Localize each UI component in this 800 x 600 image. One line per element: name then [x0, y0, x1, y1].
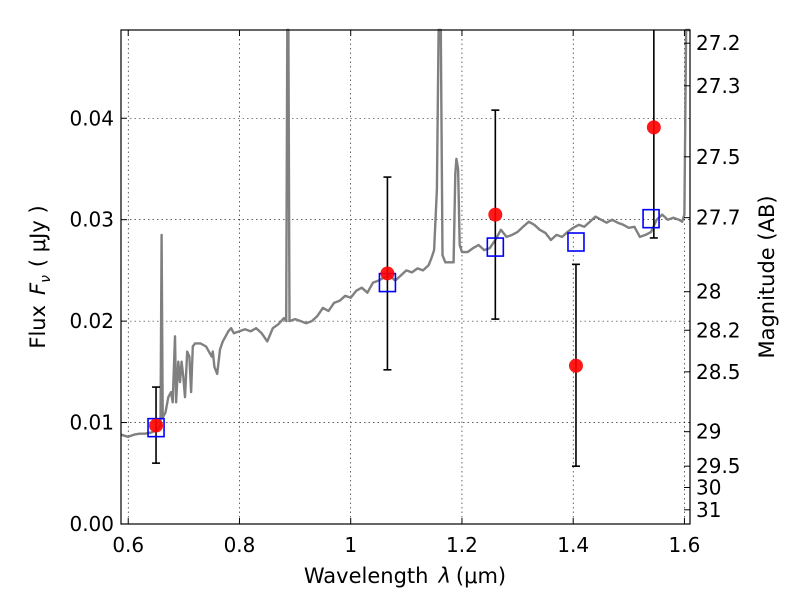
y-tick-label: 0.03 [69, 208, 114, 232]
magnitude-tick-label: 30 [696, 475, 721, 499]
observed-point [646, 120, 661, 135]
magnitude-tick-label: 31 [696, 498, 721, 522]
grid-lines [121, 30, 690, 524]
x-tick-label: 1 [344, 533, 357, 557]
model-photometry-layer [147, 208, 660, 438]
observed-point [149, 418, 164, 433]
model-square [486, 237, 505, 257]
spectrum-line [120, 28, 690, 438]
y-tick-label: 0.01 [69, 411, 114, 435]
x-tick-label: 0.6 [112, 533, 144, 557]
magnitude-tick-label: 27.2 [696, 31, 741, 55]
errorbar-layer [152, 30, 658, 467]
x-tick-label: 1.4 [557, 533, 589, 557]
y-tick-label: 0.00 [69, 512, 114, 536]
y-tick-label: 0.04 [69, 106, 114, 130]
y-axis-ticks: 0.00 0.01 0.02 0.03 0.04 [69, 106, 127, 536]
model-square [642, 208, 660, 229]
magnitude-tick-label: 27.3 [696, 74, 741, 98]
magnitude-axis-title: Magnitude (AB) [755, 195, 779, 358]
magnitude-tick-label: 28 [696, 280, 721, 304]
observed-point [488, 207, 503, 222]
y-tick-label: 0.02 [69, 309, 114, 333]
magnitude-tick-label: 27.5 [696, 145, 741, 169]
magnitude-tick-label: 28.5 [696, 360, 741, 384]
magnitude-tick-label: 28.2 [696, 318, 741, 342]
x-tick-label: 0.8 [224, 533, 256, 557]
magnitude-tick-label: 29 [696, 420, 721, 444]
observed-photometry-layer [149, 120, 661, 433]
x-tick-label: 1.6 [669, 533, 701, 557]
magnitude-tick-label: 29.5 [696, 454, 741, 478]
observed-point [568, 358, 583, 373]
spectrum-layer [120, 28, 690, 438]
x-axis-ticks: 0.6 0.8 1 1.2 1.4 1.6 [112, 30, 700, 557]
magnitude-tick-label: 27.7 [696, 206, 741, 230]
plot-frame [120, 29, 691, 525]
x-tick-label: 1.2 [446, 533, 478, 557]
x-axis-title: Wavelength λ (μm) [304, 564, 506, 588]
y-axis-title: FluxFν( μJy ) [26, 205, 54, 348]
observed-point [380, 266, 395, 281]
model-square [567, 232, 585, 252]
